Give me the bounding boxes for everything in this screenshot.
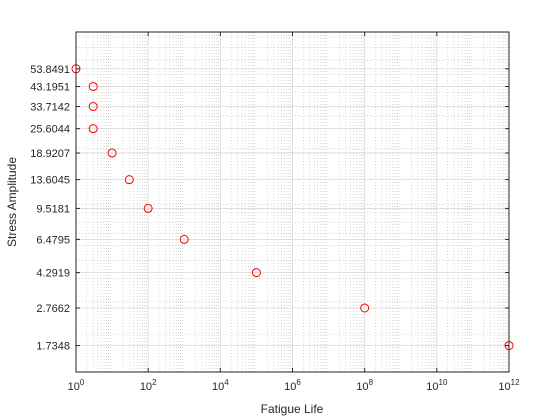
y-axis-label: Stress Amplitude bbox=[5, 157, 19, 247]
x-tick-label: 104 bbox=[212, 378, 229, 393]
y-tick-label: 2.7662 bbox=[36, 303, 70, 315]
data-point bbox=[88, 102, 98, 112]
data-point bbox=[88, 124, 98, 134]
data-point bbox=[179, 234, 189, 244]
data-point bbox=[107, 148, 117, 158]
y-tick-label: 18.9207 bbox=[30, 148, 70, 160]
x-tick-label: 1012 bbox=[498, 378, 520, 393]
y-tick-label: 1.7348 bbox=[36, 341, 70, 353]
data-point bbox=[360, 303, 370, 313]
x-tick-label: 108 bbox=[356, 378, 373, 393]
x-tick-label: 102 bbox=[140, 378, 157, 393]
y-tick-label: 4.2919 bbox=[36, 268, 70, 280]
x-tick-label: 106 bbox=[284, 378, 301, 393]
y-tick-label: 13.6045 bbox=[30, 175, 70, 187]
y-tick-label: 9.5181 bbox=[36, 203, 70, 215]
x-tick-label: 100 bbox=[68, 378, 85, 393]
axis-ticks: 100 102 104 106 108 1010 1012 1.7348 2.7662 4.291… bbox=[30, 32, 520, 393]
y-tick-label: 43.1951 bbox=[30, 82, 70, 94]
y-tick-label: 6.4795 bbox=[36, 234, 70, 246]
x-axis-label: Fatigue Life bbox=[261, 402, 324, 416]
y-tick-label: 33.7142 bbox=[30, 102, 70, 114]
data-point bbox=[124, 175, 134, 185]
y-tick-label: 53.8491 bbox=[30, 64, 70, 76]
y-tick-label: 25.6044 bbox=[30, 124, 70, 136]
x-tick-label: 1010 bbox=[426, 378, 448, 393]
data-point bbox=[143, 203, 153, 213]
data-point bbox=[88, 82, 98, 92]
data-point bbox=[251, 268, 261, 278]
